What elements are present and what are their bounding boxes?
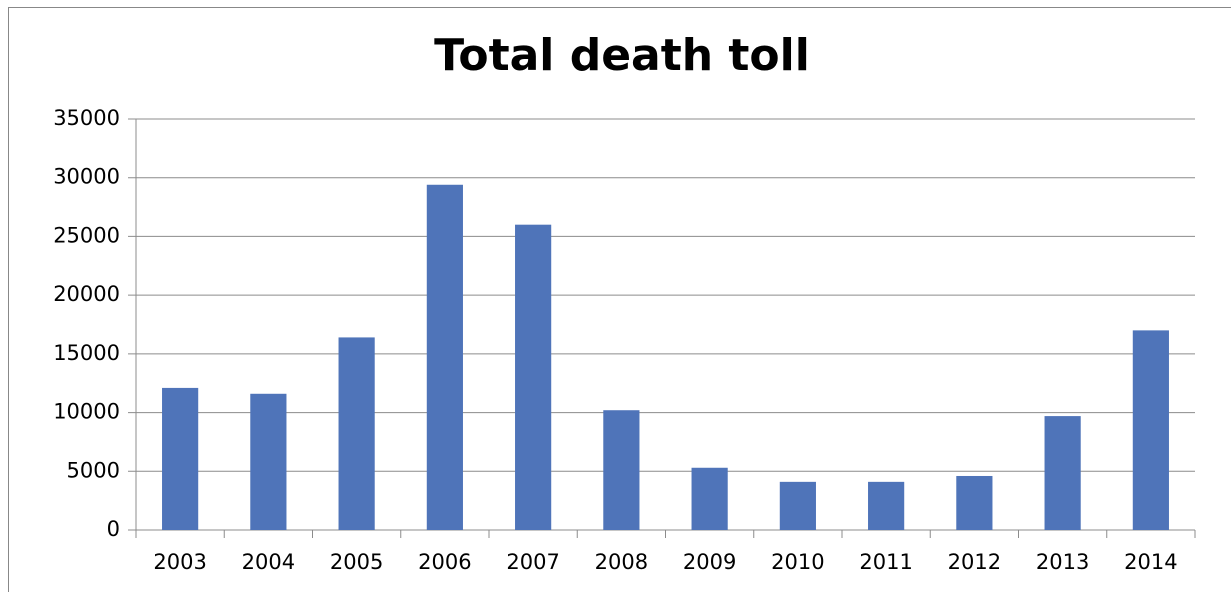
bar	[780, 482, 816, 530]
x-tick-label: 2013	[1036, 550, 1089, 574]
y-tick-label: 5000	[67, 458, 120, 482]
y-tick-label: 25000	[53, 223, 120, 247]
x-tick-label: 2003	[153, 550, 206, 574]
bar	[603, 410, 639, 530]
y-tick-label: 15000	[53, 341, 120, 365]
chart-title: Total death toll	[434, 30, 810, 81]
x-tick-label: 2006	[418, 550, 471, 574]
bar	[162, 388, 198, 530]
x-tick-label: 2008	[595, 550, 648, 574]
x-tick-label: 2014	[1124, 550, 1177, 574]
y-tick-label: 30000	[53, 165, 120, 189]
bar	[339, 337, 375, 530]
bar	[1045, 416, 1081, 530]
y-tick-label: 10000	[53, 400, 120, 424]
bar	[515, 225, 551, 530]
bar	[956, 476, 992, 530]
y-tick-label: 35000	[53, 106, 120, 130]
x-tick-label: 2012	[948, 550, 1001, 574]
y-tick-label: 20000	[53, 282, 120, 306]
bar	[692, 468, 728, 530]
bar	[1133, 330, 1169, 530]
bar	[427, 185, 463, 530]
x-tick-label: 2004	[242, 550, 295, 574]
y-tick-label: 0	[107, 517, 120, 541]
bar	[250, 394, 286, 530]
x-tick-label: 2005	[330, 550, 383, 574]
x-tick-label: 2007	[506, 550, 559, 574]
x-tick-label: 2010	[771, 550, 824, 574]
bar	[868, 482, 904, 530]
x-tick-label: 2009	[683, 550, 736, 574]
x-tick-label: 2011	[859, 550, 912, 574]
